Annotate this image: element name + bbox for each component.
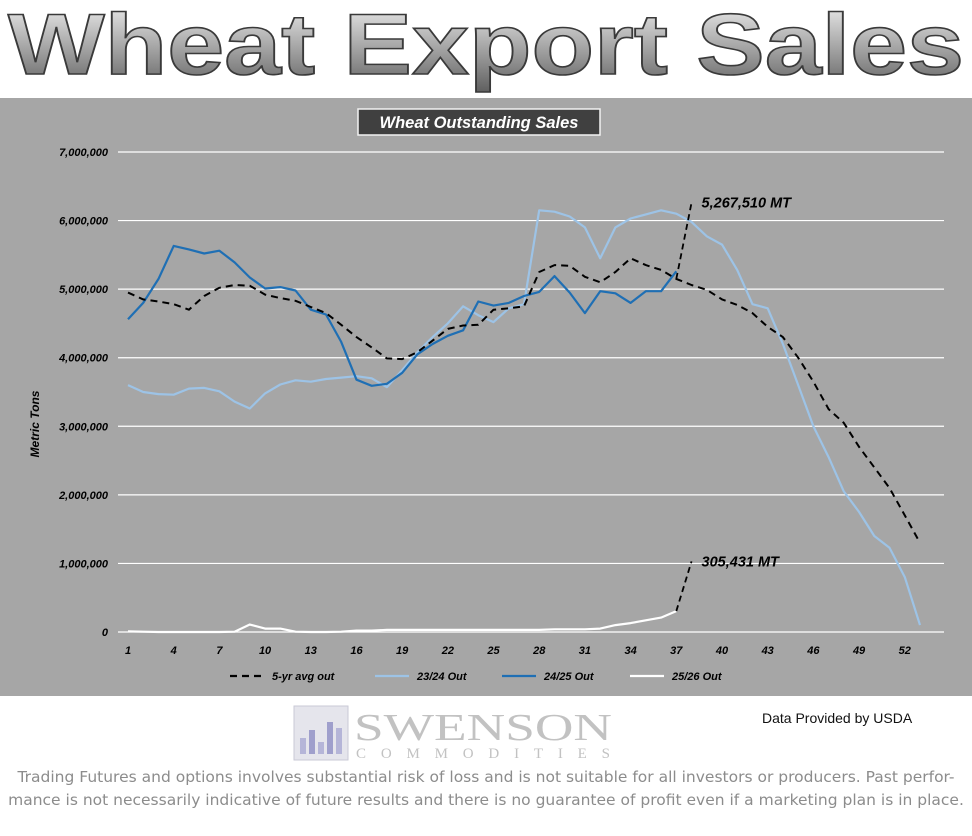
series [127,209,922,634]
x-tick-label: 25 [486,645,500,657]
legend-label-y2526: 25/26 Out [671,671,723,683]
grid [118,151,944,633]
x-tick-label: 40 [715,645,729,657]
annotation-leader [675,561,693,612]
x-tick-label: 22 [441,645,454,657]
chart: 0 1,000,000 2,000,000 3,000,000 4,000,000 5,0… [28,108,944,683]
x-tick-label: 1 [125,645,131,657]
x-tick-label: 7 [216,645,223,657]
banner: Wheat Export Sales [7,0,965,94]
x-tick-label: 46 [806,645,820,657]
series-line-y2425 [127,244,678,387]
disclaimer-line-2: mance is not necessarily indicative of f… [8,791,964,809]
x-tick-labels: 1 4 7 10 13 16 19 22 25 28 31 34 37 40 43 46 49 52 [125,645,911,657]
chart-area: 0 1,000,000 2,000,000 3,000,000 4,000,000 5,0… [0,98,972,696]
disclaimer: Trading Futures and options involves sub… [8,766,964,812]
chart-title: Wheat Outstanding Sales [380,114,579,132]
x-tick-label: 43 [761,645,774,657]
y-tick-label: 6,000,000 [59,216,109,228]
legend-label-y2425: 24/25 Out [543,671,595,683]
legend-label-five_year: 5-yr avg out [272,671,336,683]
x-tick-label: 37 [670,645,683,657]
y-tick-label: 2,000,000 [58,490,109,502]
swenson-logo: SWENSON COMMODITIES [293,705,612,762]
chart-title-box [357,108,601,136]
disclaimer-line-1: Trading Futures and options involves sub… [17,768,955,786]
x-tick-label: 16 [350,645,363,657]
y-tick-label: 7,000,000 [59,147,109,159]
x-tick-label: 34 [624,645,636,657]
series-line-five_year [127,257,921,544]
annotation-label-ann_2526: 305,431 MT [702,554,781,570]
x-tick-label: 4 [170,645,177,657]
banner-title: Wheat Export Sales [8,0,964,93]
annotations: 5,267,510 MT 305,431 MT [675,196,793,612]
legend: 5-yr avg out 23/24 Out 24/25 Out 25/26 Out [230,671,723,683]
x-tick-label: 10 [259,645,272,657]
source-note: Data Provided by USDA [762,710,913,726]
y-axis-label: Metric Tons [28,390,42,457]
x-tick-label: 13 [305,645,317,657]
y-tick-label: 4,000,000 [58,353,109,365]
legend-label-y2324: 23/24 Out [416,671,468,683]
y-tick-label: 1,000,000 [59,558,109,570]
logo-name: SWENSON [354,707,612,749]
y-tick-label: 0 [102,627,109,639]
x-tick-label: 31 [579,645,591,657]
x-tick-label: 52 [899,645,911,657]
y-tick-label: 3,000,000 [59,421,109,433]
annotation-leader [675,202,693,280]
x-tick-label: 28 [532,645,546,657]
annotation-label-ann_5yr: 5,267,510 MT [702,196,793,212]
x-tick-label: 19 [396,645,409,657]
y-tick-label: 5,000,000 [59,284,109,296]
x-tick-label: 49 [852,645,866,657]
y-tick-labels: 0 1,000,000 2,000,000 3,000,000 4,000,000 5,0… [58,147,109,639]
series-line-y2526 [127,610,677,634]
